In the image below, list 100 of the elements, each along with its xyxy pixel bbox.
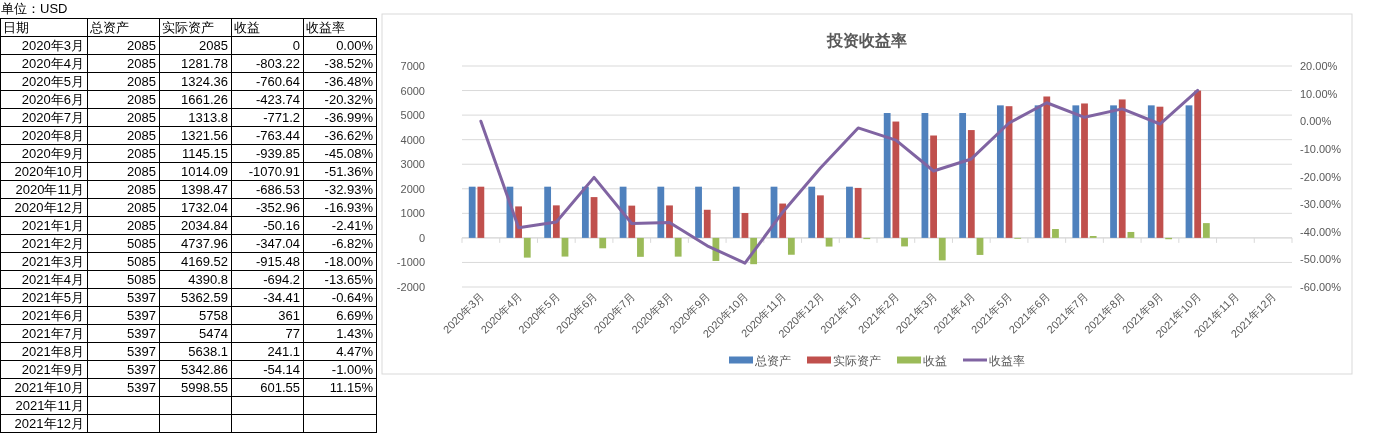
data-label: -2.41% [303, 216, 377, 235]
bar [1194, 90, 1202, 238]
bar [959, 113, 967, 238]
bar [808, 186, 816, 238]
category-label: 2021年10月 [0, 378, 88, 397]
data-label: -54.14 [231, 360, 304, 379]
y-tick-label: 1000 [400, 207, 425, 220]
y2-tick-label: -20.00% [1300, 170, 1342, 183]
data-label: 2085 [87, 198, 160, 217]
legend-label: 实际资产 [833, 353, 881, 368]
y2-tick-label: 20.00% [1300, 60, 1338, 72]
data-label: -939.85 [231, 144, 304, 163]
bar [901, 237, 908, 247]
category-label: 2021年12月 [0, 414, 88, 433]
y2-tick-label: 10.00% [1300, 87, 1338, 100]
category-label: 2020年9月 [0, 144, 88, 163]
data-label: 2034.84 [159, 216, 232, 235]
data-label: 4.47% [303, 342, 377, 361]
text: 收益 [231, 18, 304, 37]
bar [732, 186, 740, 238]
data-label: -423.74 [231, 90, 304, 109]
text: 单位：USD [1, 1, 68, 17]
data-label: 77 [231, 324, 304, 343]
data-label: 241.1 [231, 342, 304, 361]
category-label: 2021年9月 [0, 360, 88, 379]
line-series [479, 88, 1200, 265]
category-label: 2020年10月 [0, 162, 88, 181]
data-label: 1.43% [303, 324, 377, 343]
legend-label: 收益 [923, 353, 947, 368]
data-label: -352.96 [231, 198, 304, 217]
text: 实际资产 [159, 18, 232, 37]
y-tick-label: 6000 [400, 84, 425, 97]
data-label: -34.41 [231, 288, 304, 307]
bar [817, 195, 824, 238]
data-label: 4737.96 [159, 234, 232, 253]
data-label: 1014.09 [159, 162, 232, 181]
data-label: -1.00% [303, 360, 377, 379]
bar [883, 113, 891, 238]
category-label: 2021年3月 [0, 252, 88, 271]
legend-label: 总资产 [754, 353, 791, 368]
category-label: 2020年6月 [0, 90, 88, 109]
data-label: -686.53 [231, 180, 304, 199]
data-label: 1313.8 [159, 108, 232, 127]
data-label: -694.2 [231, 270, 304, 289]
data-label: 11.15% [303, 378, 377, 397]
data-label: 5397 [87, 378, 160, 397]
data-label: -915.48 [231, 252, 304, 271]
data-label: 4169.52 [159, 252, 232, 271]
data-label: -803.22 [231, 54, 304, 73]
bar [854, 187, 862, 238]
data-label: 2085 [87, 54, 160, 73]
data-label: 5342.86 [159, 360, 232, 379]
data-label: -18.00% [303, 252, 377, 271]
chart-title: 投资收益率 [826, 31, 907, 49]
bar [1147, 105, 1155, 238]
data-label: 1321.56 [159, 126, 232, 145]
bar [695, 186, 702, 238]
data-label: 5362.59 [159, 288, 232, 307]
data-label: -36.48% [303, 72, 377, 91]
category-label: 2020年11月 [0, 180, 88, 199]
bar [846, 186, 853, 238]
data-label: 0.00% [303, 36, 377, 55]
data-label: -50.16 [231, 216, 304, 235]
data-label: 5085 [87, 234, 160, 253]
bar [523, 237, 531, 258]
category-label: 2021年2月 [0, 234, 88, 253]
data-label: 2085 [87, 108, 160, 127]
bar [703, 209, 711, 238]
data-label: -38.52% [303, 54, 377, 73]
y-tick-label: 0 [418, 231, 425, 244]
bar [581, 186, 589, 238]
category-label: 2020年4月 [0, 54, 88, 73]
bar [1127, 231, 1135, 238]
data-label: 601.55 [231, 378, 304, 397]
bar [1118, 99, 1126, 238]
data-label: 2085 [87, 180, 160, 199]
bar [1043, 96, 1051, 238]
bar [561, 237, 569, 257]
category-label: 2020年7月 [0, 108, 88, 127]
data-label: -16.93% [303, 198, 377, 217]
bar [657, 186, 665, 238]
bar [637, 237, 644, 257]
data-label: 361 [231, 306, 304, 325]
bar [825, 237, 833, 247]
text: 总资产 [87, 18, 160, 37]
y2-tick-label: -40.00% [1300, 225, 1342, 238]
data-label: 1324.36 [159, 72, 232, 91]
data-label: -347.04 [231, 234, 304, 253]
data-label: 5638.1 [159, 342, 232, 361]
bar [1081, 103, 1088, 238]
data-label: -51.36% [303, 162, 377, 181]
data-label: 5397 [87, 324, 160, 343]
bar [1072, 105, 1080, 238]
bar [468, 186, 476, 238]
bar [544, 186, 552, 238]
data-label: 1661.26 [159, 90, 232, 109]
legend-label: 收益率 [989, 353, 1025, 368]
y2-tick-label: -50.00% [1300, 253, 1342, 266]
data-label: 5397 [87, 288, 160, 307]
data-label: -0.64% [303, 288, 377, 307]
